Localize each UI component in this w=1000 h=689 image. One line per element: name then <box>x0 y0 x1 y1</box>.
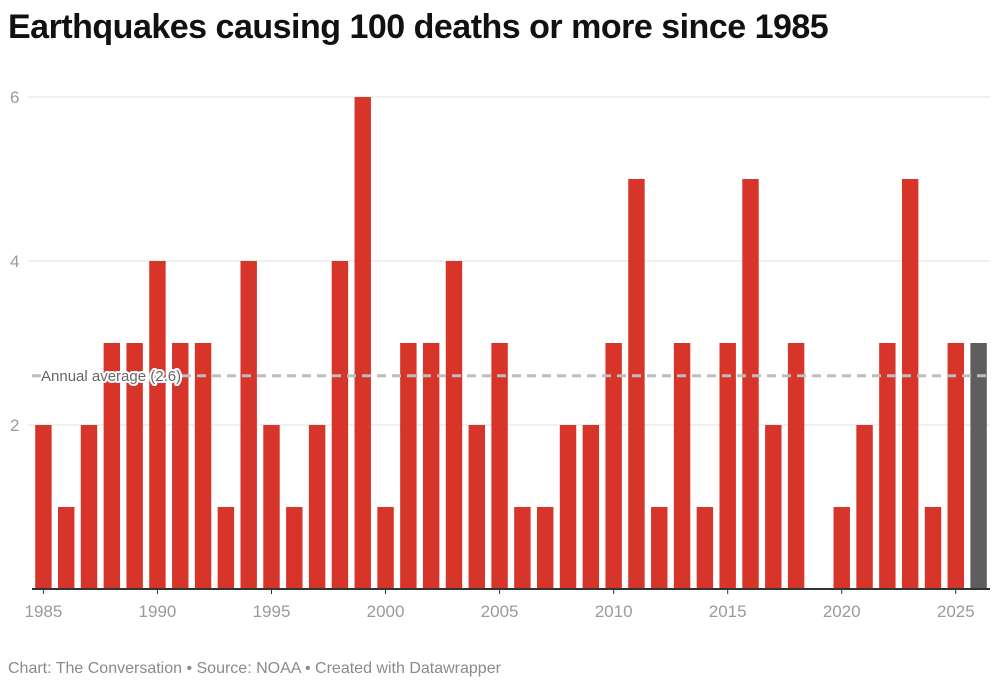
bar-2005 <box>491 343 508 589</box>
bar-2023 <box>901 179 919 589</box>
bar-2008 <box>559 425 577 589</box>
bar-2009 <box>582 425 600 589</box>
bar-1994 <box>240 261 257 589</box>
bar-1991 <box>172 343 189 589</box>
bar-2003 <box>445 261 463 589</box>
x-tick-label: 2010 <box>595 602 633 621</box>
bar-2015 <box>719 343 736 589</box>
bar-2018 <box>787 343 805 589</box>
x-tick-label: 2025 <box>937 602 975 621</box>
x-tick-label: 1995 <box>253 602 291 621</box>
bar-1998 <box>331 261 349 589</box>
bar-1996 <box>286 507 303 589</box>
y-tick-label: 6 <box>10 88 19 107</box>
x-tick-label: 2000 <box>367 602 405 621</box>
y-axis-ticks: 2 4 6 <box>10 88 19 435</box>
bar-2026 <box>970 343 987 589</box>
x-tick-label: 2015 <box>709 602 747 621</box>
bars <box>35 97 987 589</box>
bar-2017 <box>765 425 782 589</box>
bar-2012 <box>651 507 668 589</box>
bar-2021 <box>856 425 873 589</box>
average-label: Annual average (2.6) <box>41 368 181 385</box>
bar-1987 <box>80 425 98 589</box>
y-tick-label: 4 <box>10 252 19 271</box>
bar-2025 <box>947 343 964 589</box>
bar-2000 <box>377 507 394 589</box>
bar-1992 <box>194 343 212 589</box>
bar-2016 <box>742 179 759 589</box>
bar-2020 <box>833 507 850 589</box>
bar-1995 <box>263 425 280 589</box>
bar-2001 <box>400 343 417 589</box>
bar-chart: 2 4 6 Annual average (2.6) 1985 1990 1995 200… <box>10 88 990 621</box>
x-tick-label: 1990 <box>139 602 177 621</box>
y-tick-label: 2 <box>10 416 19 435</box>
bar-2013 <box>673 343 691 589</box>
bar-2007 <box>537 507 554 589</box>
bar-1990 <box>149 261 166 589</box>
x-tick-label: 2020 <box>823 602 861 621</box>
average-line-group: Annual average (2.6) <box>32 366 990 387</box>
bar-2010 <box>605 343 622 589</box>
bar-2011 <box>628 179 645 589</box>
bar-1997 <box>308 425 326 589</box>
bar-1999 <box>354 97 371 589</box>
bar-2002 <box>422 343 440 589</box>
bar-2006 <box>514 507 531 589</box>
x-tick-label: 1985 <box>24 602 62 621</box>
chart-title: Earthquakes causing 100 deaths or more s… <box>8 8 829 46</box>
bar-1993 <box>217 507 235 589</box>
x-tick-label: 2005 <box>481 602 519 621</box>
chart-footer: Chart: The Conversation • Source: NOAA •… <box>8 660 501 677</box>
bar-1985 <box>35 425 52 589</box>
bar-2022 <box>879 343 896 589</box>
bar-1986 <box>58 507 75 589</box>
bar-1988 <box>103 343 121 589</box>
bar-2014 <box>696 507 714 589</box>
bar-2004 <box>468 425 485 589</box>
x-axis-ticks: 1985 1990 1995 2000 2005 2010 2015 2020 2025 <box>24 589 975 621</box>
bar-1989 <box>126 343 143 589</box>
bar-2024 <box>924 507 942 589</box>
